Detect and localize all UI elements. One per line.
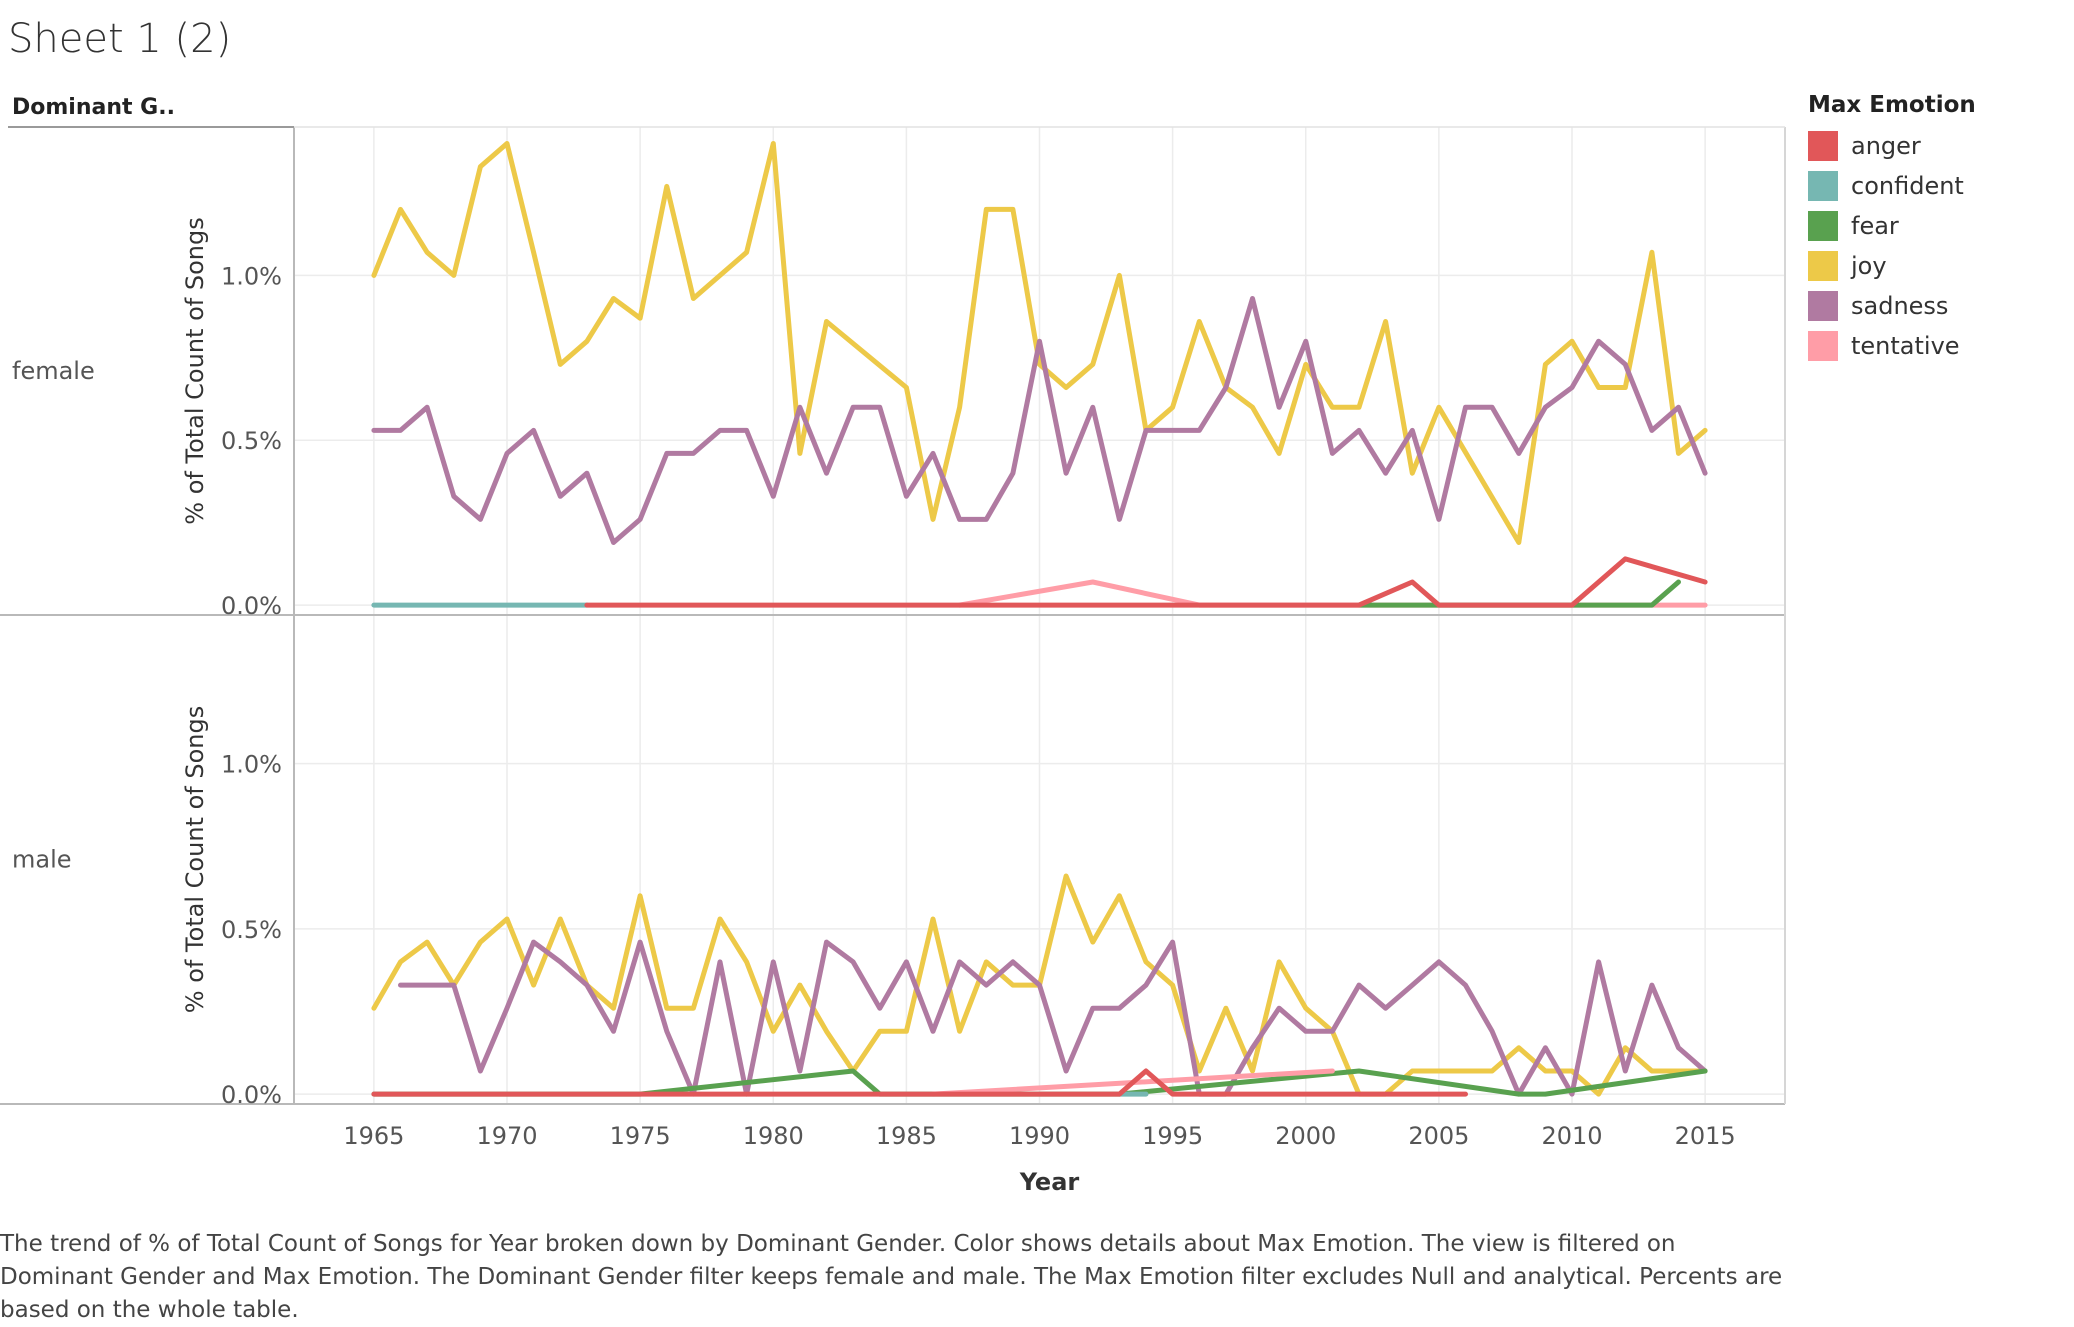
x-tick-label: 2010 [1541, 1122, 1602, 1150]
x-tick-label: 2005 [1408, 1122, 1469, 1150]
y-tick-label: 0.0% [221, 1081, 282, 1109]
legend-swatch-anger [1808, 131, 1838, 161]
series-line-male-sadness[interactable] [398, 939, 1708, 1097]
legend-item-anger[interactable]: anger [1808, 126, 1976, 166]
x-axis-title: Year [1019, 1168, 1080, 1196]
legend-label: joy [1851, 252, 1887, 280]
legend: Max Emotion anger confident fear joy sadness… [1808, 92, 1976, 366]
row-header-dominant-gender[interactable]: Dominant G.. [12, 95, 175, 120]
legend-label: confident [1851, 172, 1964, 200]
y-axis-title: % of Total Count of Songs [181, 706, 209, 1013]
line-chart[interactable]: 1965 1970 1975 1980 1985 1990 1995 2000 2005 2010… [0, 0, 1790, 1210]
chart-caption: The trend of % of Total Count of Songs f… [0, 1231, 1783, 1323]
legend-swatch-sadness [1808, 291, 1838, 321]
x-tick-label: 2015 [1675, 1122, 1736, 1150]
legend-item-joy[interactable]: joy [1808, 246, 1976, 286]
x-tick-label: 1965 [343, 1122, 404, 1150]
row-label-female: female [12, 357, 95, 385]
y-tick-label: 1.0% [221, 262, 282, 290]
label-layer: 1965 1970 1975 1980 1985 1990 1995 2000 2005 2010… [12, 217, 1736, 1196]
series-line-male-anger[interactable] [371, 1068, 1468, 1097]
legend-swatch-joy [1808, 251, 1838, 281]
legend-item-fear[interactable]: fear [1808, 206, 1976, 246]
legend-title: Max Emotion [1808, 92, 1976, 118]
series-line-female-anger[interactable] [584, 556, 1708, 608]
y-tick-label: 1.0% [221, 751, 282, 779]
legend-item-sadness[interactable]: sadness [1808, 286, 1976, 326]
legend-swatch-confident [1808, 171, 1838, 201]
legend-label: fear [1851, 212, 1899, 240]
x-tick-label: 1975 [610, 1122, 671, 1150]
legend-label: sadness [1851, 292, 1949, 320]
legend-item-confident[interactable]: confident [1808, 166, 1976, 206]
series-line-female-joy[interactable] [371, 141, 1708, 545]
x-tick-label: 2000 [1275, 1122, 1336, 1150]
frame-layer [0, 126, 1786, 1105]
x-tick-label: 1970 [476, 1122, 537, 1150]
legend-item-tentative[interactable]: tentative [1808, 326, 1976, 366]
legend-label: anger [1851, 132, 1921, 160]
legend-swatch-tentative [1808, 331, 1838, 361]
x-tick-label: 1980 [743, 1122, 804, 1150]
legend-swatch-fear [1808, 211, 1838, 241]
y-tick-label: 0.5% [221, 427, 282, 455]
sheet-title: Sheet 1 (2) [8, 16, 232, 62]
x-tick-label: 1990 [1009, 1122, 1070, 1150]
y-axis-title: % of Total Count of Songs [181, 217, 209, 524]
series-line-female-sadness[interactable] [371, 296, 1708, 545]
x-tick-label: 1985 [876, 1122, 937, 1150]
x-tick-label: 1995 [1142, 1122, 1203, 1150]
row-label-male: male [12, 846, 72, 874]
y-tick-label: 0.0% [221, 592, 282, 620]
series-layer [371, 141, 1708, 1097]
y-tick-label: 0.5% [221, 916, 282, 944]
legend-label: tentative [1851, 332, 1960, 360]
